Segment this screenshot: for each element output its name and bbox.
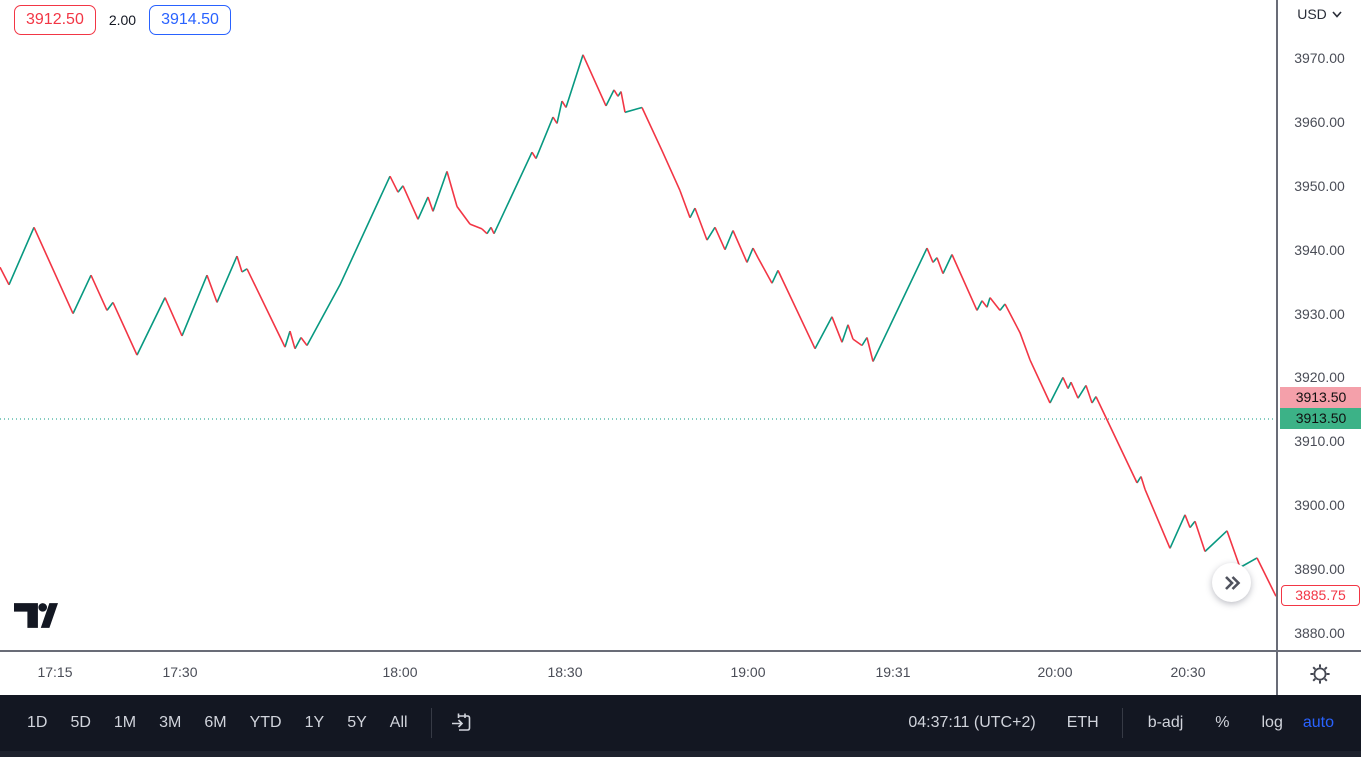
time-axis-row: 17:15 17:30 18:00 18:30 19:00 19:31 20:00 20:30 [0, 650, 1361, 697]
range-button-ytd[interactable]: YTD [241, 710, 291, 736]
tradingview-logo[interactable] [14, 602, 58, 629]
ask-price-label: 3913.50 [1280, 386, 1361, 408]
price-axis-tick: 3960.00 [1294, 113, 1345, 130]
extended-hours-button[interactable]: ETH [1058, 710, 1108, 736]
toolbar-button-log[interactable]: log [1253, 710, 1292, 736]
price-line-chart [0, 54, 1276, 597]
toolbar-button-percent[interactable]: % [1206, 710, 1238, 736]
price-axis-tick: 3900.00 [1294, 497, 1345, 514]
last-price-label: 3885.75 [1281, 585, 1360, 607]
time-axis-tick: 19:31 [875, 664, 911, 680]
currency-label: USD [1297, 6, 1327, 22]
range-button-1d[interactable]: 1D [18, 710, 56, 736]
price-axis[interactable]: USD 3970.00 3960.00 3950.00 3940.00 3930.00 3… [1276, 0, 1361, 650]
bid-price-label: 3913.50 [1280, 407, 1361, 429]
auto-scale-button[interactable]: auto [1294, 710, 1343, 736]
bottom-toolbar: 1D 5D 1M 3M 6M YTD 1Y 5Y All 04:37:11 (UTC+2) ET… [0, 695, 1361, 757]
toolbar-button-b-adj[interactable]: b-adj [1139, 710, 1193, 736]
chart-plot-area[interactable] [0, 0, 1276, 650]
scroll-to-recent-button[interactable] [1212, 563, 1251, 602]
range-button-5d[interactable]: 5D [61, 710, 99, 736]
go-to-date-button[interactable] [446, 708, 476, 738]
price-axis-tick: 3920.00 [1294, 369, 1345, 386]
price-axis-tick: 3940.00 [1294, 241, 1345, 258]
time-axis-tick: 19:00 [730, 664, 766, 680]
toolbar-separator [430, 708, 432, 738]
go-to-date-icon [451, 713, 470, 731]
range-button-3m[interactable]: 3M [150, 710, 190, 736]
scale-adjust-buttons: b-adj% log [1139, 710, 1292, 736]
double-chevron-right-icon [1224, 575, 1240, 590]
tradingview-logo-icon [14, 603, 58, 628]
range-button-6m[interactable]: 6M [195, 710, 235, 736]
chevron-down-icon [1332, 10, 1342, 18]
currency-selector[interactable]: USD [1278, 6, 1361, 22]
price-axis-tick: 3880.00 [1294, 625, 1345, 641]
range-button-1m[interactable]: 1M [105, 710, 145, 736]
spread-value: 2.00 [108, 12, 137, 28]
buy-price-button[interactable]: 3914.50 [149, 5, 231, 35]
time-axis[interactable]: 17:15 17:30 18:00 18:30 19:00 19:31 20:00 20:30 [0, 652, 1276, 697]
axis-corner [1276, 652, 1361, 697]
toolbar-separator [1121, 708, 1123, 738]
time-axis-tick: 18:00 [382, 664, 418, 680]
date-range-buttons: 1D 5D 1M 3M 6M YTD 1Y 5Y All [18, 710, 417, 736]
price-line-up-segments [8, 54, 1258, 569]
price-axis-tick: 3910.00 [1294, 433, 1345, 450]
session-clock-button[interactable]: 04:37:11 (UTC+2) [899, 710, 1057, 736]
price-line-down-segments [0, 54, 1276, 597]
time-axis-tick: 18:30 [547, 664, 583, 680]
price-axis-tick: 3970.00 [1294, 50, 1345, 66]
price-axis-tick: 3890.00 [1294, 561, 1345, 578]
chart-settings-button[interactable] [1307, 662, 1333, 688]
price-axis-tick: 3950.00 [1294, 177, 1345, 194]
time-axis-tick: 17:15 [37, 664, 73, 680]
range-button-1y[interactable]: 1Y [296, 710, 334, 736]
gear-icon [1309, 663, 1330, 684]
time-axis-tick: 20:00 [1037, 664, 1073, 680]
quote-panel: 3912.50 2.00 3914.50 [14, 5, 231, 35]
range-button-5y[interactable]: 5Y [338, 710, 376, 736]
price-axis-tick: 3930.00 [1294, 305, 1345, 322]
time-axis-tick: 17:30 [162, 664, 198, 680]
range-button-all[interactable]: All [381, 710, 417, 736]
sell-price-button[interactable]: 3912.50 [14, 5, 96, 35]
time-axis-tick: 20:30 [1170, 664, 1206, 680]
